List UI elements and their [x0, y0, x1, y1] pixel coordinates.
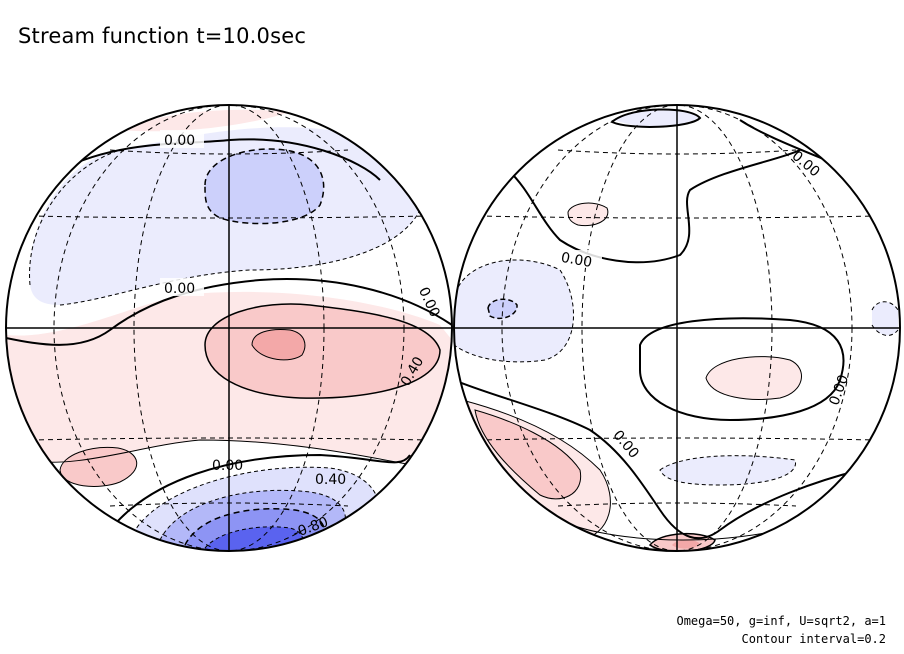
right-neg-region-se: [660, 455, 796, 485]
left-pos-contour-core: [251, 329, 306, 361]
right-pos-region-north: [568, 203, 608, 226]
right-shading: [454, 110, 898, 551]
right-neg-region-east: [872, 301, 898, 336]
right-pos-contour-mid: [705, 356, 802, 400]
right-pos-region-sw-inner: [475, 410, 581, 499]
left-thin-contour-south: [19, 439, 441, 471]
plot-footer: Omega=50, g=inf, U=sqrt2, a=1 Contour in…: [676, 612, 886, 648]
right-label-mid-zero: 0.00: [826, 373, 852, 408]
right-zero-contour-south: [454, 379, 861, 540]
left-pos-contour-sw: [59, 446, 138, 487]
right-label-top-zero: 0.00: [789, 148, 823, 180]
right-neg-contour-se: [659, 455, 796, 486]
left-hemisphere: 0.00 0.00 0.00 0.40 0.00 0.40 -0.80: [5, 104, 453, 552]
right-label-upper-zero: 0.00: [560, 250, 593, 271]
contour-interval-text: Contour interval=0.2: [741, 632, 887, 646]
left-label-low-zero: 0.00: [212, 458, 243, 474]
left-zero-contour-south: [109, 453, 411, 531]
left-pos-region-sw: [60, 447, 137, 487]
right-pos-region-bottom-core: [672, 539, 700, 549]
plot-title: Stream function t=10.0sec: [18, 24, 307, 48]
right-neg-contour-west: [454, 259, 574, 363]
left-neg-region-mid: [205, 149, 324, 224]
right-neg-contour-west-core: [487, 298, 518, 320]
left-label-mid-zero: 0.00: [164, 281, 195, 297]
right-pos-region-mid: [706, 356, 802, 400]
left-neg-contour-mid: [204, 148, 325, 225]
right-zero-contour-top: [610, 108, 702, 128]
right-zero-contour-upper: [507, 149, 801, 264]
right-label-low-zero: 0.00: [609, 427, 641, 461]
left-zero-contour-north: [59, 138, 381, 181]
left-label-top-zero: 0.00: [164, 133, 195, 149]
left-label-low-pos: 0.40: [315, 472, 346, 488]
left-pos-region-cap: [120, 109, 290, 132]
left-shading: [6, 109, 452, 551]
left-pos-region-core: [252, 329, 305, 360]
right-hemisphere-outline: [453, 104, 901, 552]
left-label-rim-zero: 0.00: [415, 285, 443, 320]
right-neg-region-west-core: [488, 299, 518, 319]
left-hemisphere-outline: [5, 104, 453, 552]
right-contours: [454, 108, 899, 551]
right-neg-contour-east: [871, 301, 899, 336]
left-neg-contour-nw: [29, 149, 421, 306]
right-pos-contour-north: [567, 202, 609, 227]
parameters-text: Omega=50, g=inf, U=sqrt2, a=1: [676, 614, 886, 628]
right-thin-contour-sw: [461, 399, 611, 541]
right-hemisphere: 0.00 0.00 0.00 0.00: [453, 104, 901, 552]
right-contour-labels: 0.00 0.00 0.00 0.00: [558, 148, 852, 462]
right-pos-contour-sw: [474, 409, 582, 500]
right-zero-contour-mid: [639, 317, 845, 422]
left-pos-contour: [204, 303, 441, 399]
left-contours: [6, 138, 452, 551]
